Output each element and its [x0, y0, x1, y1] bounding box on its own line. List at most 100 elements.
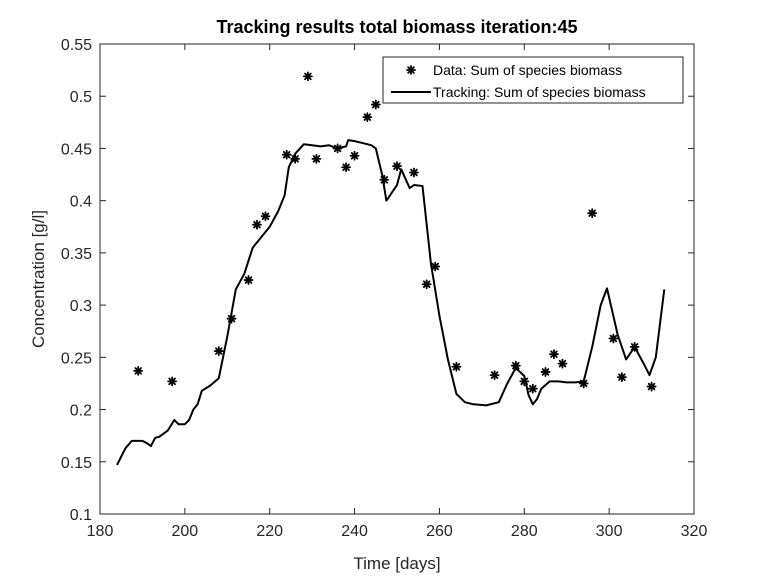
y-tick-label: 0.55 [61, 37, 92, 54]
data-marker-stroke [134, 367, 142, 375]
y-tick-label: 0.25 [61, 350, 92, 367]
data-point [252, 219, 262, 230]
data-point [392, 161, 402, 172]
plot-area [116, 71, 666, 466]
data-point [409, 167, 419, 178]
data-marker-stroke [618, 373, 626, 381]
y-tick-label: 0.3 [70, 298, 92, 315]
axes-frame [99, 43, 695, 515]
y-tick-label: 0.2 [70, 403, 92, 420]
tracking-series-line [116, 139, 666, 466]
data-point [587, 208, 598, 219]
data-point [510, 360, 521, 371]
chart-title: Tracking results total biomass iteration… [216, 17, 577, 37]
y-tick-label: 0.4 [70, 194, 92, 211]
y-tick-label: 0.1 [70, 507, 92, 524]
data-point [451, 361, 462, 372]
y-tick-label: 0.5 [70, 89, 92, 106]
data-point [311, 153, 322, 164]
axis-ticks: 180 200 220 240 260 280 300 320 0.1 0.15 0.2 0.25 0.… [61, 37, 708, 540]
data-marker-stroke [410, 168, 418, 177]
data-marker-stroke [253, 220, 261, 229]
data-point [527, 383, 538, 394]
data-marker-stroke [372, 100, 380, 109]
data-marker-stroke [215, 347, 223, 355]
data-point [290, 153, 301, 164]
legend-label-data: Data: Sum of species biomass [433, 62, 622, 78]
data-marker-stroke [609, 334, 618, 343]
data-marker-stroke [520, 377, 529, 386]
data-point [578, 378, 589, 389]
data-marker-stroke [342, 163, 350, 171]
data-point [302, 71, 313, 82]
data-marker-stroke [550, 350, 558, 358]
x-tick-label: 260 [426, 523, 453, 540]
chart-legend: Data: Sum of species biomass Tracking: S… [382, 56, 684, 104]
x-tick-label: 280 [511, 523, 538, 540]
data-marker-stroke [490, 371, 499, 379]
data-marker-stroke [512, 361, 520, 370]
data-marker-stroke [452, 362, 461, 371]
data-marker-stroke [393, 162, 401, 170]
data-point [608, 333, 619, 344]
data-marker-stroke [261, 212, 270, 221]
data-marker-stroke [422, 280, 431, 288]
data-point [370, 99, 381, 110]
data-point [213, 346, 224, 356]
data-marker-stroke [312, 155, 321, 163]
x-tick-label: 200 [172, 523, 199, 540]
data-marker-stroke [630, 343, 639, 351]
data-point [489, 370, 500, 380]
data-marker-stroke [407, 66, 415, 74]
data-point [519, 376, 530, 387]
data-marker-stroke [431, 262, 439, 271]
data-marker-stroke [541, 368, 550, 376]
data-point [243, 275, 254, 285]
legend-label-tracking: Tracking: Sum of species biomass [433, 84, 646, 100]
data-point [349, 150, 360, 161]
data-marker-stroke [282, 150, 291, 159]
legend-marker-star [406, 65, 416, 75]
data-marker-stroke [333, 144, 342, 153]
data-point [629, 341, 640, 352]
data-point [557, 358, 568, 369]
x-tick-label: 240 [341, 523, 368, 540]
data-point [260, 211, 271, 222]
y-tick-label: 0.45 [61, 141, 92, 158]
data-marker-stroke [227, 314, 236, 323]
data-point [133, 366, 144, 376]
data-point [540, 367, 551, 377]
x-tick-label: 180 [87, 523, 114, 540]
y-tick-label: 0.35 [61, 246, 92, 263]
y-tick-label: 0.15 [61, 455, 92, 472]
data-point [421, 279, 432, 290]
legend-marker-data [406, 65, 416, 75]
y-axis-label: Concentration [g/l] [29, 210, 48, 348]
data-point [646, 381, 657, 392]
data-point [616, 372, 627, 383]
data-point [332, 143, 343, 154]
data-point [167, 376, 178, 387]
data-point [226, 313, 237, 324]
data-marker-stroke [647, 382, 656, 391]
data-point [362, 112, 373, 123]
data-marker-stroke [304, 72, 312, 81]
data-marker-stroke [558, 359, 567, 368]
data-point [341, 162, 351, 173]
data-point [379, 174, 390, 185]
legend-box [382, 56, 684, 104]
data-marker-stroke [363, 113, 372, 121]
x-tick-label: 220 [256, 523, 283, 540]
data-marker-stroke [168, 377, 176, 386]
data-marker-stroke [350, 152, 359, 160]
data-marker-stroke [588, 209, 596, 217]
data-marker-stroke [380, 176, 389, 184]
data-point [281, 149, 292, 160]
data-point [430, 261, 441, 272]
x-tick-label: 320 [681, 523, 708, 540]
data-point [549, 349, 559, 360]
x-tick-label: 300 [596, 523, 623, 540]
data-marker-stroke [579, 379, 588, 388]
